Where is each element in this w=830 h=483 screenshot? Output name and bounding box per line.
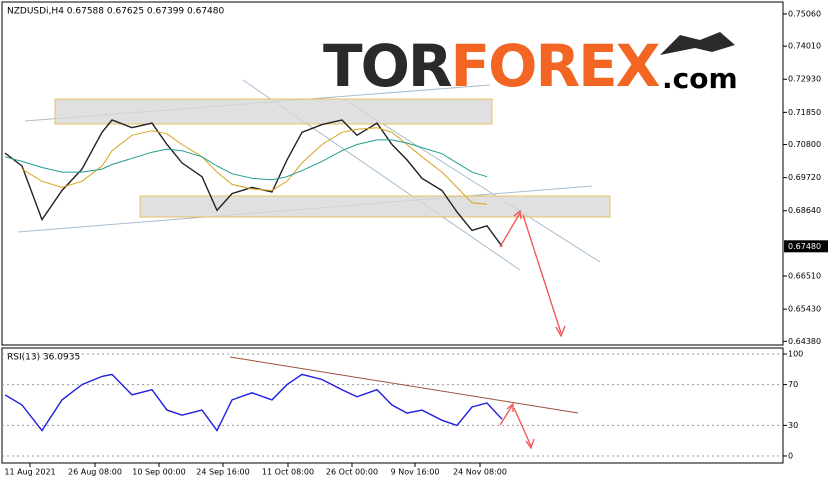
rsi-trend-line: [229, 356, 579, 414]
y-tick-label: 0: [788, 451, 793, 460]
y-tick-label: 0.64380: [788, 337, 821, 346]
logo-bull: [660, 32, 735, 55]
panel-title: RSI(13) 36.0935: [7, 353, 80, 363]
y-tick-label: 0.70800: [788, 140, 821, 149]
y-tick-label: 30: [788, 421, 798, 430]
x-tick-label: 9 Nov 16:00: [391, 468, 440, 477]
series-line: [21, 127, 488, 205]
x-tick-label: 26 Oct 00:00: [326, 468, 378, 477]
logo-part: TOR: [323, 32, 452, 100]
y-tick-label: 0.68640: [788, 206, 821, 215]
x-tick-label: 26 Aug 08:00: [68, 468, 122, 477]
support-zone: [139, 195, 611, 218]
panel-title: NZDUSDi,H4 0.67588 0.67625 0.67399 0.674…: [7, 7, 225, 17]
y-tick-label: 0.65430: [788, 305, 821, 314]
x-tick-label: 11 Oct 08:00: [262, 468, 314, 477]
y-tick-label: 0.75060: [788, 9, 821, 18]
y-tick-label: 100: [788, 350, 803, 359]
x-tick-label: 10 Sep 00:00: [132, 468, 185, 477]
panel-frame: [1, 1, 784, 346]
logo: TORFOREX: [323, 32, 660, 100]
forecast-arrows: [499, 209, 566, 450]
y-tick-label: 70: [788, 380, 798, 389]
x-tick-label: 24 Sep 16:00: [196, 468, 249, 477]
panel-frame: [1, 347, 784, 464]
x-tick-label: 11 Aug 2021: [4, 468, 55, 477]
y-tick-label: 0.71850: [788, 108, 821, 117]
series-line: [4, 139, 488, 181]
y-tick-label: 0.74010: [788, 42, 821, 51]
logo-part: FOREX: [451, 32, 660, 100]
logo-suffix: .com: [662, 62, 738, 95]
y-tick-label: 0.69720: [788, 173, 821, 182]
y-tick-label: 0.72930: [788, 75, 821, 84]
series-line: [4, 373, 503, 432]
y-tick-label: 0.66510: [788, 272, 821, 281]
x-tick-label: 24 Nov 08:00: [453, 468, 507, 477]
last-price-box: [784, 240, 828, 253]
resistance-zone: [54, 98, 493, 125]
last-price-label: 0.67480: [788, 242, 821, 251]
channel-line: [344, 99, 601, 263]
